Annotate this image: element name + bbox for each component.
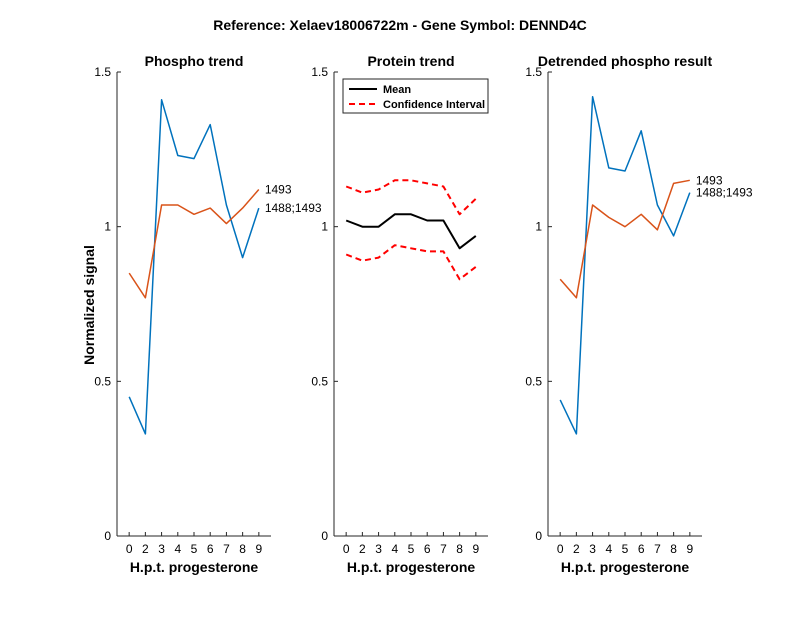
series-line-1493-1 bbox=[559, 179, 690, 299]
x-axis-label: H.p.t. progesterone bbox=[347, 559, 476, 575]
x-tick-label: 8 bbox=[456, 542, 463, 556]
x-tick-label: 7 bbox=[654, 542, 661, 556]
x-tick-label: 0 bbox=[343, 542, 350, 556]
y-tick-label: 0.5 bbox=[94, 374, 111, 388]
line-end-label: 1493 bbox=[696, 173, 723, 187]
x-tick-label: 0 bbox=[557, 542, 564, 556]
y-tick-label: 1 bbox=[535, 220, 542, 234]
y-tick-label: 0.5 bbox=[311, 374, 328, 388]
x-axis-label: H.p.t. progesterone bbox=[130, 559, 259, 575]
panel-title: Protein trend bbox=[367, 53, 454, 69]
x-tick-label: 5 bbox=[622, 542, 629, 556]
x-tick-label: 3 bbox=[589, 542, 596, 556]
series-line-1488-1493-0 bbox=[559, 95, 691, 435]
y-tick-label: 0 bbox=[535, 529, 542, 543]
x-tick-label: 3 bbox=[375, 542, 382, 556]
x-tick-label: 4 bbox=[605, 542, 612, 556]
series-line-1493-1 bbox=[128, 189, 260, 299]
series-line-confidence-interval-1 bbox=[345, 179, 477, 216]
y-tick-label: 1 bbox=[104, 220, 111, 234]
x-tick-label: 4 bbox=[174, 542, 181, 556]
series-line-mean-0 bbox=[345, 213, 477, 250]
x-tick-label: 9 bbox=[472, 542, 479, 556]
x-axis-label: H.p.t. progesterone bbox=[561, 559, 690, 575]
legend: Mean Confidence Interval bbox=[342, 78, 489, 114]
x-tick-label: 3 bbox=[158, 542, 165, 556]
x-tick-label: 9 bbox=[255, 542, 262, 556]
x-tick-label: 7 bbox=[440, 542, 447, 556]
line-end-label: 1488;1493 bbox=[696, 186, 753, 200]
x-tick-label: 6 bbox=[207, 542, 214, 556]
panel-title: Phospho trend bbox=[145, 53, 244, 69]
panel-title: Detrended phospho result bbox=[538, 53, 713, 69]
y-tick-label: 1.5 bbox=[525, 65, 542, 79]
legend-entry: Mean bbox=[383, 84, 411, 96]
y-tick-label: 0 bbox=[321, 529, 328, 543]
figure-suptitle: Reference: Xelaev18006722m - Gene Symbol… bbox=[213, 17, 587, 33]
x-tick-label: 6 bbox=[424, 542, 431, 556]
x-tick-label: 2 bbox=[359, 542, 366, 556]
series-line-1488-1493-0 bbox=[128, 99, 260, 435]
x-tick-label: 4 bbox=[391, 542, 398, 556]
x-tick-label: 7 bbox=[223, 542, 230, 556]
legend-box bbox=[342, 78, 489, 114]
legend-entry: Confidence Interval bbox=[383, 99, 485, 111]
x-tick-label: 6 bbox=[638, 542, 645, 556]
x-tick-label: 8 bbox=[239, 542, 246, 556]
y-axis-label: Normalized signal bbox=[81, 245, 97, 365]
x-tick-label: 2 bbox=[142, 542, 149, 556]
line-end-label: 1493 bbox=[265, 183, 292, 197]
y-tick-label: 1.5 bbox=[311, 65, 328, 79]
x-tick-label: 5 bbox=[191, 542, 198, 556]
y-tick-label: 1.5 bbox=[94, 65, 111, 79]
x-tick-label: 0 bbox=[126, 542, 133, 556]
y-tick-label: 0 bbox=[104, 529, 111, 543]
x-tick-label: 2 bbox=[573, 542, 580, 556]
x-tick-label: 8 bbox=[670, 542, 677, 556]
y-tick-label: 1 bbox=[321, 220, 328, 234]
x-tick-label: 9 bbox=[686, 542, 693, 556]
series-line-confidence-interval-2 bbox=[345, 244, 477, 281]
x-tick-label: 5 bbox=[408, 542, 415, 556]
line-end-label: 1488;1493 bbox=[265, 201, 322, 215]
y-tick-label: 0.5 bbox=[525, 374, 542, 388]
